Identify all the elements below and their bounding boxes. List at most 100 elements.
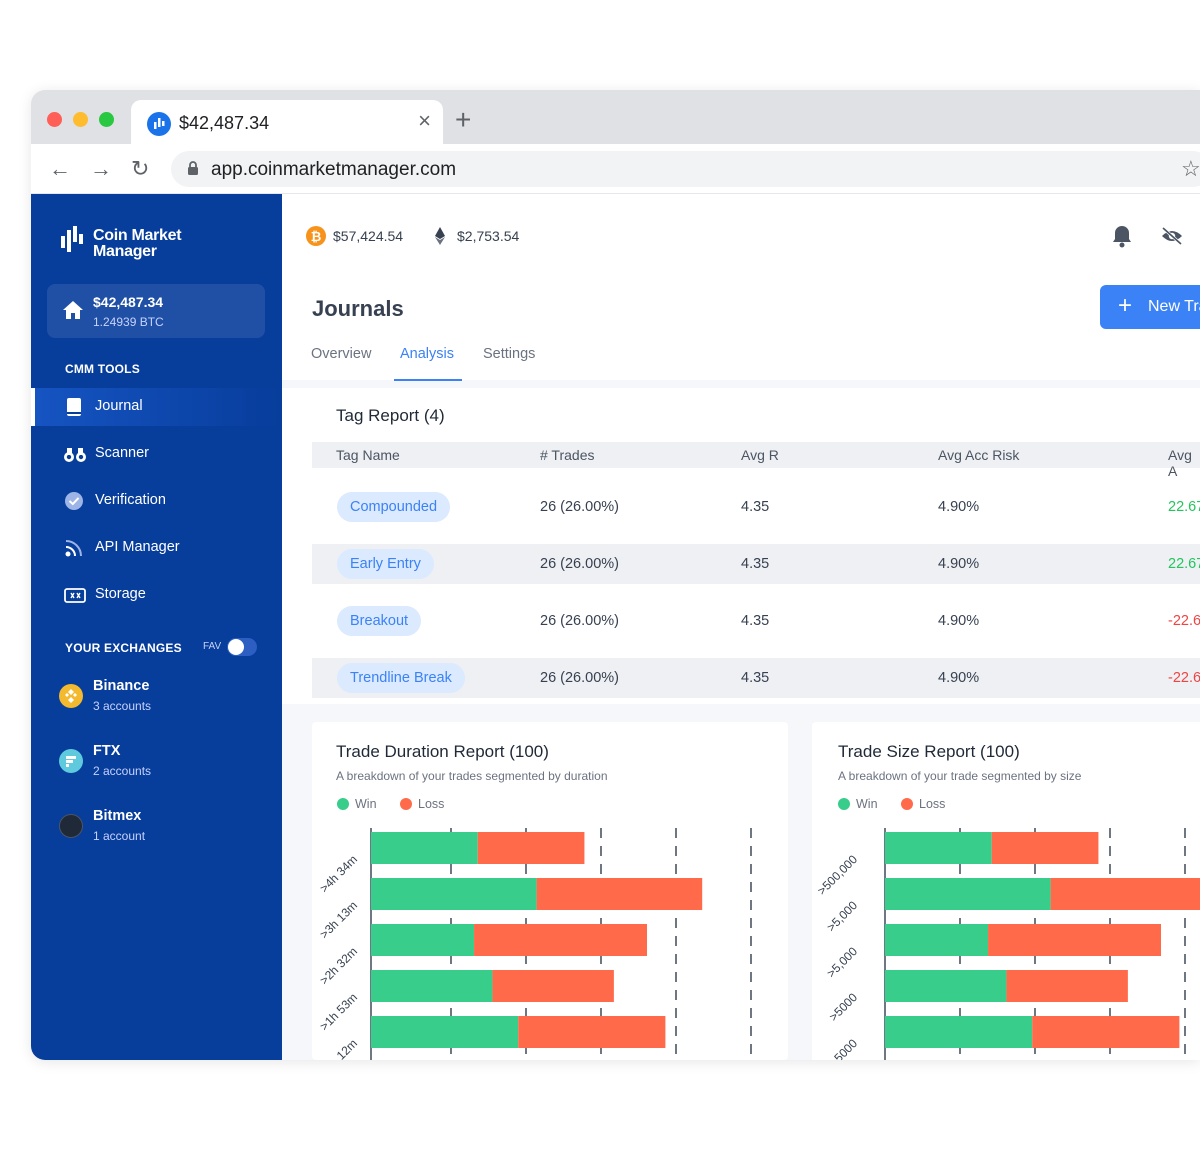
cell-trades: 26 (26.00%)	[540, 499, 619, 515]
maximize-window-dot[interactable]	[99, 112, 114, 127]
bitmex-icon	[59, 814, 83, 838]
cell-trades: 26 (26.00%)	[540, 670, 619, 686]
loss-bar	[988, 924, 1161, 956]
logo-text: Coin Market Manager	[93, 228, 182, 260]
win-bar	[371, 970, 493, 1002]
active-tab-indicator	[394, 379, 462, 381]
sidebar-item-journal[interactable]: Journal	[31, 388, 282, 426]
fav-label: FAV	[203, 641, 222, 652]
minimize-window-dot[interactable]	[73, 112, 88, 127]
tag-pill[interactable]: Breakout	[337, 606, 422, 636]
browser-window: $42,487.34 × + ← → ↻ app.coinmarketmanag…	[31, 90, 1200, 1060]
table-row[interactable]: Compounded 26 (26.00%) 4.35 4.90% 22.67	[312, 468, 1200, 544]
tab-title: $42,487.34	[179, 113, 270, 133]
table-row[interactable]: Breakout 26 (26.00%) 4.35 4.90% -22.6	[312, 584, 1200, 658]
main-content: ₿ $57,424.54 $2,753.54 Journals + New Tr…	[282, 194, 1200, 1060]
loss-bar	[1050, 878, 1200, 910]
cell-risk: 4.90%	[938, 613, 980, 629]
legend-win-dot	[838, 798, 850, 810]
binoculars-icon	[64, 444, 86, 464]
btc-price: $57,424.54	[333, 228, 404, 244]
legend-win-dot	[337, 798, 349, 810]
close-tab-icon[interactable]: ×	[418, 108, 431, 133]
sidebar-item-label: Verification	[95, 492, 166, 508]
exchange-ftx[interactable]: FTX 2 accounts	[31, 743, 282, 793]
category-label: >5,000	[824, 898, 860, 934]
address-bar: ← → ↻ app.coinmarketmanager.com ☆	[31, 144, 1200, 194]
legend-win-label: Win	[355, 797, 377, 811]
cell-avg-a: -22.6	[1168, 613, 1200, 629]
plus-icon: +	[1118, 292, 1133, 319]
url-field[interactable]: app.coinmarketmanager.com	[171, 151, 1200, 187]
bell-icon[interactable]	[1111, 224, 1133, 253]
exchange-bitmex[interactable]: Bitmex 1 account	[31, 808, 282, 858]
rss-icon	[64, 538, 84, 558]
table-row[interactable]: Early Entry 26 (26.00%) 4.35 4.90% 22.67	[312, 544, 1200, 584]
cell-avg-r: 4.35	[741, 613, 770, 629]
sidebar-item-storage[interactable]: Storage	[31, 576, 282, 614]
category-label: >5000	[826, 1036, 860, 1060]
duration-chart: >4h 34m>3h 13m>2h 32m>1h 53m 12m	[317, 828, 752, 1060]
sidebar-item-api-manager[interactable]: API Manager	[31, 529, 282, 567]
exchange-name: FTX	[93, 743, 121, 759]
exchange-binance[interactable]: Binance 3 accounts	[31, 678, 282, 728]
sidebar-item-label: API Manager	[95, 539, 180, 555]
new-trade-button[interactable]: + New Trade	[1100, 285, 1200, 329]
toggle-knob	[228, 639, 244, 655]
wallet-amount: $42,487.34	[93, 294, 164, 310]
cell-trades: 26 (26.00%)	[540, 556, 619, 572]
tab-analysis[interactable]: Analysis	[400, 346, 454, 362]
table-row[interactable]: Trendline Break 26 (26.00%) 4.35 4.90% -…	[312, 658, 1200, 698]
browser-tab[interactable]: $42,487.34 ×	[131, 100, 443, 144]
book-icon	[64, 397, 84, 417]
tools-section-title: CMM TOOLS	[65, 362, 140, 376]
col-avg-a[interactable]: Avg A	[1168, 447, 1192, 479]
reload-icon[interactable]: ↻	[131, 156, 150, 181]
ethereum-icon	[430, 226, 450, 246]
new-trade-label: New Trade	[1148, 298, 1200, 315]
sidebar-item-verification[interactable]: Verification	[31, 482, 282, 520]
win-bar	[885, 924, 989, 956]
new-tab-icon[interactable]: +	[455, 104, 472, 135]
col-tag-name[interactable]: Tag Name	[336, 447, 400, 463]
sidebar-item-scanner[interactable]: Scanner	[31, 435, 282, 473]
win-bar	[371, 1016, 519, 1048]
cell-avg-a: -22.6	[1168, 670, 1200, 686]
cell-avg-r: 4.35	[741, 670, 770, 686]
tab-settings[interactable]: Settings	[483, 346, 536, 362]
win-bar	[371, 832, 478, 864]
fav-toggle[interactable]	[227, 638, 257, 656]
back-arrow-icon[interactable]: ←	[49, 156, 71, 181]
loss-bar	[474, 924, 647, 956]
category-label: >500,000	[815, 852, 861, 898]
exchange-accounts: 1 account	[93, 829, 146, 843]
tag-pill[interactable]: Trendline Break	[337, 663, 465, 693]
lock-icon	[187, 161, 199, 181]
page-title: Journals	[312, 296, 404, 321]
bookmark-star-icon[interactable]: ☆	[1181, 156, 1200, 181]
col-avg-acc-risk[interactable]: Avg Acc Risk	[938, 447, 1020, 463]
loss-bar	[518, 1016, 666, 1048]
col-avg-r[interactable]: Avg R	[741, 447, 779, 463]
cell-avg-a: 22.67	[1168, 556, 1200, 572]
win-bar	[885, 1016, 1033, 1048]
col-trades[interactable]: # Trades	[540, 447, 595, 463]
forward-arrow-icon[interactable]: →	[90, 156, 112, 181]
loss-bar	[991, 832, 1099, 864]
home-icon	[63, 301, 83, 324]
win-bar	[885, 878, 1051, 910]
category-label: 12m	[334, 1036, 360, 1060]
tag-pill[interactable]: Compounded	[337, 492, 451, 522]
tag-table-header: Tag Name # Trades Avg R Avg Acc Risk Avg…	[312, 442, 1200, 479]
tab-overview[interactable]: Overview	[311, 346, 372, 362]
ftx-icon	[59, 749, 83, 773]
tag-pill[interactable]: Early Entry	[337, 549, 434, 579]
sidebar-item-label: Scanner	[95, 445, 150, 461]
wallet-btc: 1.24939 BTC	[93, 315, 164, 329]
wallet-card[interactable]: $42,487.34 1.24939 BTC	[47, 284, 265, 338]
eye-off-icon[interactable]	[1160, 226, 1184, 251]
win-bar	[371, 878, 537, 910]
loss-bar	[477, 832, 585, 864]
close-window-dot[interactable]	[47, 112, 62, 127]
win-bar	[885, 832, 992, 864]
